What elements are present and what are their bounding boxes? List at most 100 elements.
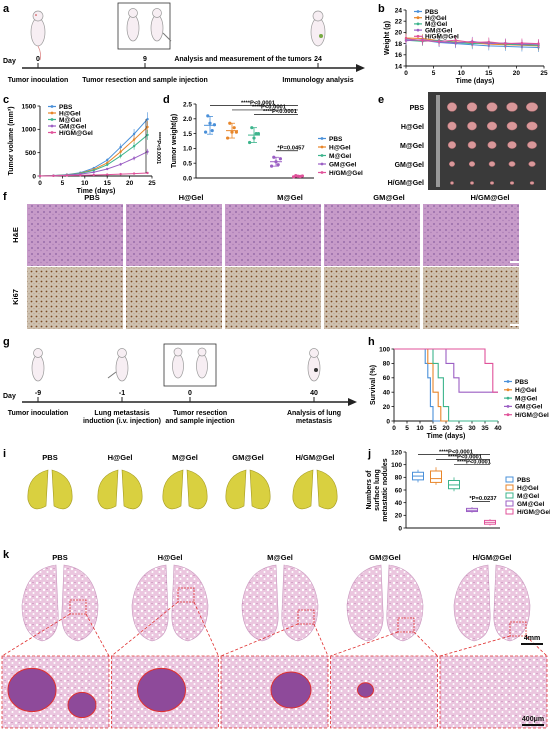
y-axis-label: Weight (g)	[384, 21, 391, 55]
timeline-day-label: Day	[3, 58, 16, 65]
tumor-sample	[488, 161, 496, 167]
zoom-box	[297, 609, 315, 625]
panel-a-frame	[117, 2, 171, 50]
legend-dot	[506, 396, 510, 400]
panel-d-letter: d	[163, 94, 170, 106]
legend-dot	[506, 380, 510, 383]
tumor-sample	[468, 161, 476, 167]
tumor-sample	[486, 121, 498, 131]
group-label: H@Gel	[401, 124, 424, 131]
data-point	[106, 167, 109, 171]
legend-label: H/GM@Gel	[329, 170, 363, 177]
lung-section	[493, 564, 531, 642]
data-point	[79, 174, 82, 177]
data-point	[421, 39, 424, 42]
tumor-sample	[487, 141, 497, 149]
legend-dot	[50, 105, 54, 108]
mouse-icon	[172, 347, 184, 379]
x-tick-label: 25	[148, 180, 156, 187]
tumor-sample	[526, 102, 538, 112]
data-point	[38, 174, 42, 178]
column-label: H/GM@Gel	[471, 193, 510, 202]
scale-label: 4mm	[524, 635, 540, 642]
lung-section	[281, 564, 319, 642]
data-point	[437, 40, 441, 43]
panel-a-letter: a	[3, 3, 10, 15]
x-tick-label: 25	[540, 70, 548, 77]
x-tick-label: 0	[38, 180, 42, 187]
y-tick-label: 18	[395, 41, 403, 48]
metastatic-nodule	[67, 691, 97, 719]
data-point	[106, 158, 109, 162]
panel-e-letter: e	[378, 94, 384, 106]
data-point	[132, 138, 136, 141]
mouse-icon	[126, 8, 140, 42]
legend-dot	[416, 28, 420, 32]
legend-label: H@Gel	[59, 110, 81, 117]
y-tick-label: 16	[395, 52, 403, 59]
data-point	[132, 172, 136, 175]
mouse-icon	[107, 348, 129, 382]
legend-label: GM@Gel	[329, 161, 356, 168]
legend-dot	[50, 131, 54, 134]
ki67-image	[225, 267, 321, 329]
y-tick-label: 1500	[22, 103, 37, 110]
data-point	[146, 117, 149, 121]
survival-curve	[394, 348, 498, 422]
timeline-day-label: Day	[3, 393, 16, 400]
tumor-sample	[527, 141, 537, 149]
legend-label: H/GM@Gel	[515, 412, 549, 419]
legend-dot	[320, 154, 324, 157]
timeline-day: 0	[188, 390, 192, 397]
legend-label: GM@Gel	[59, 123, 86, 130]
data-point	[454, 39, 457, 42]
timeline-event: Tumor resection and sample injection	[82, 77, 208, 84]
legend-dot	[320, 171, 324, 174]
y-tick-label: 2.0	[183, 116, 192, 123]
lung-section	[21, 564, 59, 642]
lung-section	[171, 564, 209, 642]
tumor-sample	[450, 181, 454, 185]
data-point	[132, 132, 136, 136]
y-tick-label: 40	[383, 390, 391, 397]
data-point	[106, 173, 109, 176]
legend-label: PBS	[329, 136, 343, 143]
panel-j-letter: j	[367, 448, 371, 460]
x-tick-label: 25	[455, 425, 463, 432]
data-point	[119, 163, 122, 166]
legend-label: GM@Gel	[515, 404, 542, 411]
panel-f: PBS H@Gel M@Gel GM@Gel H/GM@Gel H&E Ki67	[11, 193, 538, 329]
survival-curve	[394, 348, 498, 422]
legend-label: M@Gel	[515, 395, 537, 402]
lung-photos	[27, 469, 338, 510]
chart-tumor-volume: 0 500 1000 1500 0 5 10 15 20 25 Time (days) Tumor v…	[8, 103, 161, 195]
significance-label: ****P<0.0001	[457, 459, 492, 465]
legend-label: GM@Gel	[517, 501, 544, 508]
data-point	[212, 123, 216, 127]
data-point	[119, 145, 122, 149]
tumor-sample	[447, 102, 457, 112]
y-tick-label: 0	[386, 418, 390, 425]
legend-label: M@Gel	[59, 117, 81, 124]
lung-section	[346, 564, 384, 642]
ki67-image	[126, 267, 222, 329]
data-point	[204, 130, 208, 134]
panel-g-frame	[163, 343, 217, 387]
x-tick-label: 5	[61, 180, 65, 187]
panel-c-letter: c	[3, 94, 9, 106]
x-tick-label: 10	[458, 70, 466, 77]
ki67-image	[27, 267, 123, 329]
legend-marker	[505, 484, 514, 491]
y-tick-label: 60	[395, 487, 403, 494]
survival-curve	[394, 348, 498, 422]
significance-label: ****P<0.0001	[241, 100, 276, 106]
timeline-event: Tumor inoculation	[8, 410, 69, 417]
lung-sections	[1, 564, 548, 657]
data-point	[92, 173, 95, 177]
x-axis-label: Time (days)	[456, 78, 495, 85]
tumor-sample	[526, 121, 538, 131]
y-tick-label: 100	[379, 346, 390, 353]
timeline-day: 40	[310, 390, 318, 397]
x-axis-label: Time (days)	[77, 188, 116, 195]
